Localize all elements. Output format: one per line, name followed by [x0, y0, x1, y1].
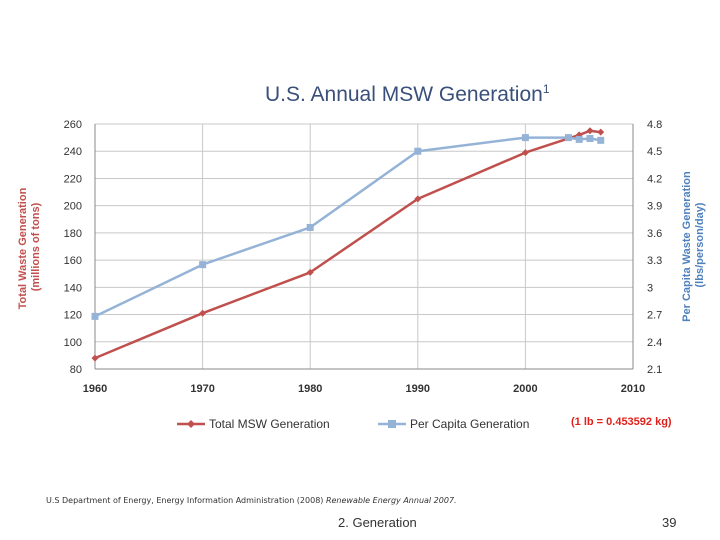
- y-left-tick-label: 140: [64, 282, 82, 294]
- chart-title: U.S. Annual MSW Generation1: [265, 82, 550, 106]
- grid: [94, 123, 634, 370]
- y-left-tick-label: 180: [64, 228, 82, 240]
- y-right-tick-label: 2.1: [647, 364, 662, 376]
- page-number: 39: [662, 515, 677, 530]
- legend-label-total: Total MSW Generation: [209, 417, 330, 431]
- y-right-tick-label: 2.4: [647, 337, 662, 349]
- source-title: Renewable Energy Annual 2007.: [325, 496, 457, 505]
- point-per-capita-generation: [414, 147, 422, 155]
- source-prefix: U.S Department of Energy, Energy Informa…: [46, 496, 326, 505]
- y-left-tick-label: 220: [64, 173, 82, 185]
- x-tick-label: 1960: [83, 383, 107, 395]
- y-left-tick-label: 160: [64, 255, 82, 267]
- series-line-total-msw-generation: [94, 129, 601, 360]
- y-right-tick-label: 4.8: [647, 119, 662, 131]
- point-per-capita-generation: [586, 135, 594, 143]
- legend-label-percapita: Per Capita Generation: [410, 417, 529, 431]
- title-superscript: 1: [543, 82, 550, 96]
- point-total-msw-generation: [586, 127, 594, 135]
- legend-marker-percapita: [388, 420, 396, 428]
- unit-note: (1 lb = 0.453592 kg): [571, 416, 672, 428]
- legend-marker-total: [187, 420, 195, 428]
- y-right-tick-label: 3: [647, 282, 653, 294]
- x-tick-label: 1990: [406, 383, 430, 395]
- y-right-tick-label: 3.3: [647, 255, 662, 267]
- point-per-capita-generation: [521, 134, 529, 142]
- point-per-capita-generation: [597, 136, 605, 144]
- axes: [94, 124, 634, 370]
- point-per-capita-generation: [306, 223, 314, 231]
- point-total-msw-generation: [306, 268, 314, 276]
- y-right-tick-label: 3.9: [647, 201, 662, 213]
- point-per-capita-generation: [575, 135, 583, 143]
- point-total-msw-generation: [521, 149, 529, 157]
- y-axis-right-label: Per Capita Waste Generation (lbs/person/…: [681, 168, 706, 322]
- point-total-msw-generation: [199, 309, 207, 317]
- x-tick-label: 2010: [621, 383, 645, 395]
- y-left-tick-label: 80: [70, 364, 82, 376]
- x-tick-label: 2000: [513, 383, 537, 395]
- y-left-tick-label: 200: [64, 201, 82, 213]
- point-total-msw-generation: [91, 354, 99, 362]
- y-left-tick-label: 260: [64, 119, 82, 131]
- point-total-msw-generation: [414, 195, 422, 203]
- point-total-msw-generation: [597, 128, 605, 136]
- footer-label: 2. Generation: [338, 515, 417, 530]
- series-group: [91, 127, 605, 362]
- y-right-tick-label: 3.6: [647, 228, 662, 240]
- point-per-capita-generation: [199, 261, 207, 269]
- y-left-tick-label: 240: [64, 146, 82, 158]
- point-per-capita-generation: [564, 134, 572, 142]
- point-per-capita-generation: [91, 312, 99, 320]
- series-line-per-capita-generation: [94, 136, 601, 318]
- y-left-tick-label: 100: [64, 337, 82, 349]
- legend: Total MSW Generation Per Capita Generati…: [177, 417, 529, 431]
- y-left-tick-label: 120: [64, 310, 82, 322]
- x-tick-label: 1980: [298, 383, 322, 395]
- y-axis-left-label: Total Waste Generation (millions of tons…: [17, 185, 42, 310]
- source-citation: U.S Department of Energy, Energy Informa…: [46, 496, 457, 505]
- y-right-tick-label: 4.2: [647, 173, 662, 185]
- x-tick-label: 1970: [190, 383, 214, 395]
- y-right-tick-label: 4.5: [647, 146, 662, 158]
- y-right-tick-label: 2.7: [647, 310, 662, 322]
